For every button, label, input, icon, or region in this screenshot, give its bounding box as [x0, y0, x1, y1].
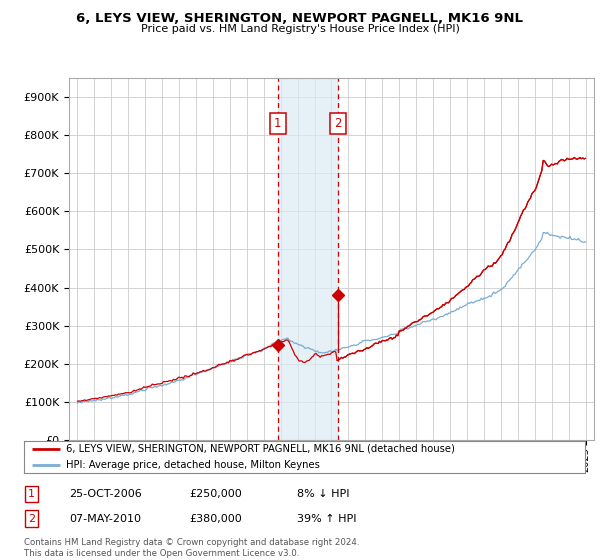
- Text: 25-OCT-2006: 25-OCT-2006: [69, 489, 142, 499]
- Text: 1: 1: [274, 117, 281, 130]
- Text: HPI: Average price, detached house, Milton Keynes: HPI: Average price, detached house, Milt…: [66, 460, 320, 470]
- Text: 2: 2: [334, 117, 341, 130]
- Bar: [278, 78, 338, 440]
- Text: £250,000: £250,000: [189, 489, 242, 499]
- Text: 1: 1: [28, 489, 35, 499]
- Text: Price paid vs. HM Land Registry's House Price Index (HPI): Price paid vs. HM Land Registry's House …: [140, 24, 460, 34]
- Text: 39% ↑ HPI: 39% ↑ HPI: [297, 514, 356, 524]
- Text: 6, LEYS VIEW, SHERINGTON, NEWPORT PAGNELL, MK16 9NL (detached house): 6, LEYS VIEW, SHERINGTON, NEWPORT PAGNEL…: [66, 444, 455, 454]
- Text: 6, LEYS VIEW, SHERINGTON, NEWPORT PAGNELL, MK16 9NL: 6, LEYS VIEW, SHERINGTON, NEWPORT PAGNEL…: [77, 12, 523, 25]
- Text: £380,000: £380,000: [189, 514, 242, 524]
- Text: 07-MAY-2010: 07-MAY-2010: [69, 514, 141, 524]
- Text: 2: 2: [28, 514, 35, 524]
- Text: Contains HM Land Registry data © Crown copyright and database right 2024.
This d: Contains HM Land Registry data © Crown c…: [24, 538, 359, 558]
- Text: 8% ↓ HPI: 8% ↓ HPI: [297, 489, 349, 499]
